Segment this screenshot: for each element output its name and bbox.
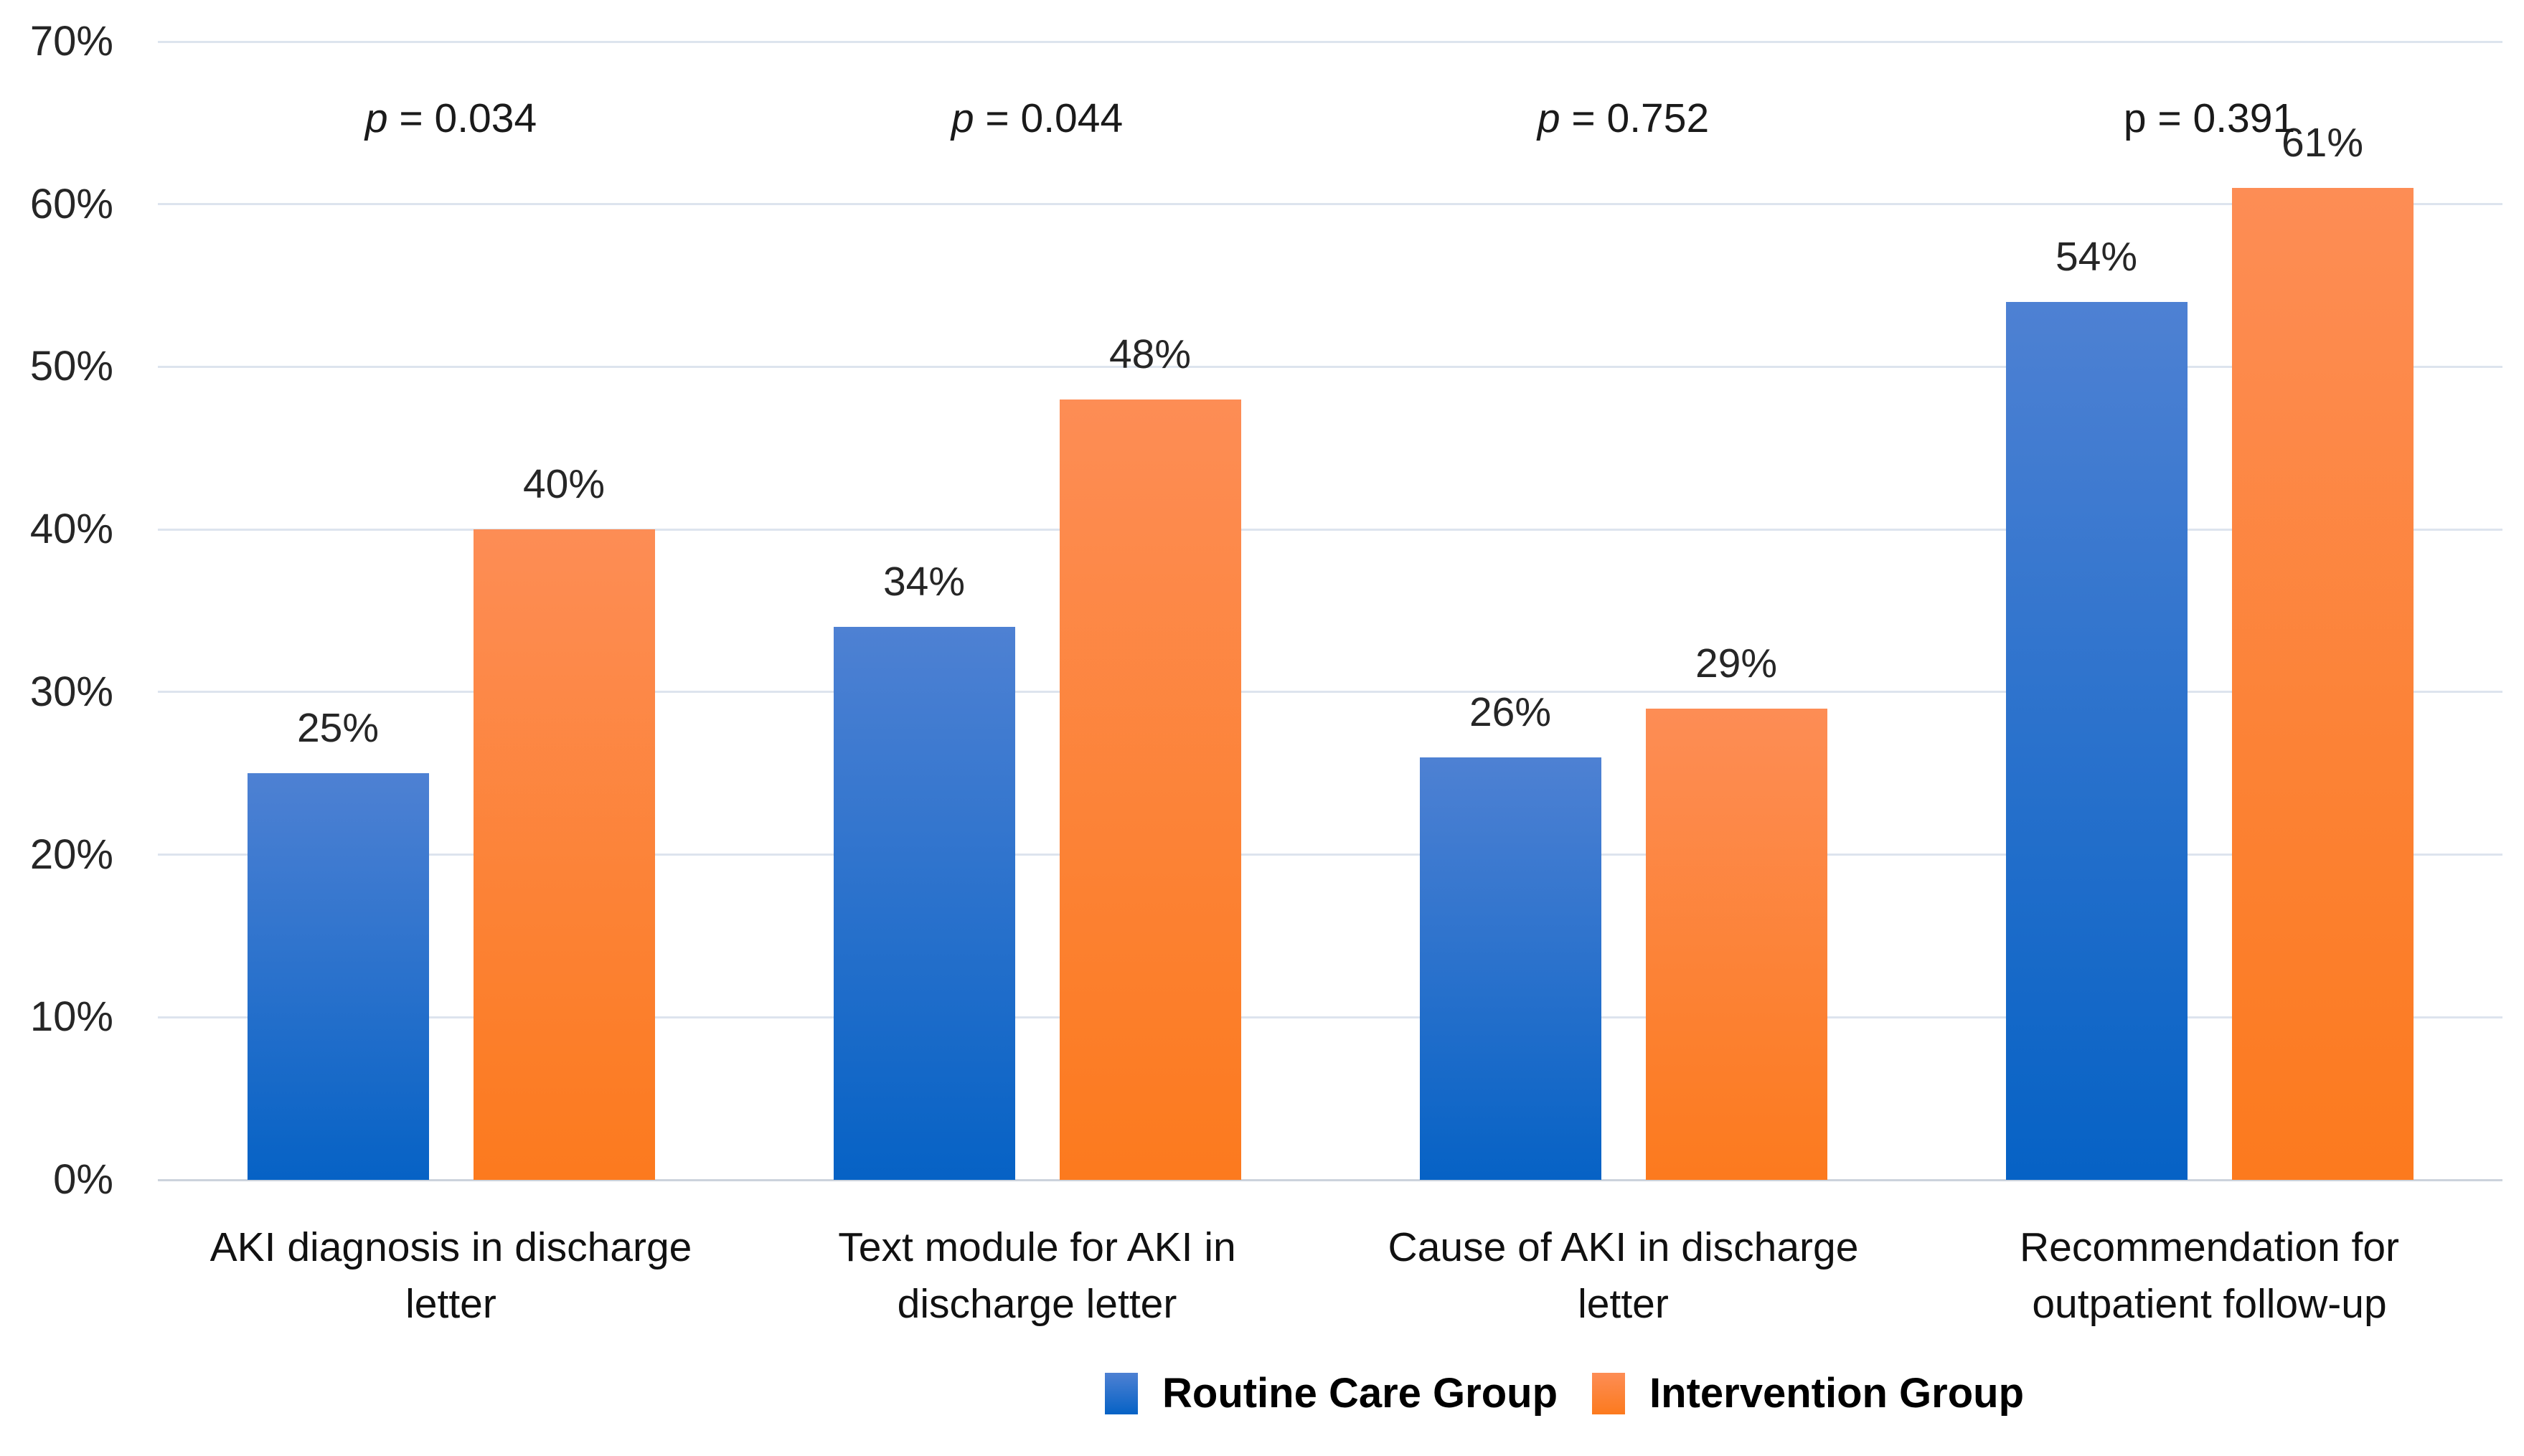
category-label: Text module for AKI in discharge letter <box>744 1219 1330 1333</box>
legend-item: Intervention Group <box>1592 1368 2024 1419</box>
category-label: AKI diagnosis in discharge letter <box>158 1219 744 1333</box>
p-value-label: p = 0.034 <box>364 95 537 141</box>
p-value-label: p = 0.391 <box>2123 95 2296 141</box>
y-axis-tick-label: 20% <box>29 831 113 878</box>
bar-value-label: 26% <box>1469 689 1552 735</box>
legend-item: Routine Care Group <box>1105 1368 1558 1419</box>
y-axis-tick-label: 70% <box>29 18 113 65</box>
bar-group: 54% 61% <box>1916 42 2502 1180</box>
y-axis-tick-label: 10% <box>29 993 113 1041</box>
bar-value-label: 54% <box>2055 233 2138 280</box>
gridline <box>158 528 2502 531</box>
legend-label: Routine Care Group <box>1162 1370 1558 1417</box>
bar-routine-care <box>247 773 429 1180</box>
category-label-text: Recommendation for outpatient follow-up <box>2019 1224 2400 1327</box>
gridline <box>158 40 2502 43</box>
category-label: Cause of AKI in discharge letter <box>1330 1219 1916 1333</box>
bar-routine-care <box>833 627 1015 1180</box>
category-label-text: Cause of AKI in discharge letter <box>1388 1224 1859 1327</box>
p-symbol: p <box>951 95 974 141</box>
category-label-text: Text module for AKI in discharge letter <box>838 1224 1236 1327</box>
legend-label: Intervention Group <box>1649 1370 2025 1417</box>
bar-value-label: 34% <box>882 559 966 605</box>
gridline <box>158 854 2502 856</box>
p-symbol: p <box>364 95 388 141</box>
y-axis-tick-label: 40% <box>29 506 113 553</box>
bar-intervention <box>473 529 655 1180</box>
bar-routine-care <box>1419 757 1601 1180</box>
bar-group: 26% 29% <box>1330 42 1916 1180</box>
y-axis-tick-label: 0% <box>53 1156 113 1203</box>
y-axis-tick-label: 50% <box>29 343 113 390</box>
bar-value-label: 25% <box>296 705 380 752</box>
y-axis-tick-label: 30% <box>29 668 113 715</box>
p-value-label: p = 0.752 <box>1537 95 1710 141</box>
legend-swatch-routine-care <box>1105 1373 1138 1414</box>
legend-swatch-intervention <box>1592 1373 1626 1414</box>
gridline <box>158 691 2502 694</box>
gridline <box>158 1016 2502 1018</box>
plot-area: 25% 40% p = 0.034 34% 48% p = 0.044 26% 29% p = … <box>158 40 2502 1181</box>
gridline <box>158 365 2502 368</box>
bar-intervention <box>1645 708 1827 1180</box>
p-value-label: p = 0.044 <box>951 95 1124 141</box>
p-symbol: p <box>2123 95 2147 141</box>
p-symbol: p <box>1537 95 1560 141</box>
bar-intervention <box>2231 188 2414 1180</box>
bar-routine-care <box>2005 301 2188 1180</box>
gridline <box>158 203 2502 206</box>
bar-value-label: 40% <box>522 461 606 508</box>
x-axis-line <box>158 1178 2502 1181</box>
bar-group: 25% 40% <box>158 42 744 1180</box>
bar-value-label: 61% <box>2281 120 2364 166</box>
y-axis-tick-label: 60% <box>29 180 113 227</box>
category-label: Recommendation for outpatient follow-up <box>1916 1219 2502 1333</box>
bar-value-label: 48% <box>1108 331 1192 377</box>
bar-value-label: 29% <box>1695 640 1778 686</box>
legend: Routine Care Group Intervention Group <box>1105 1368 2024 1419</box>
category-label-text: AKI diagnosis in discharge letter <box>209 1224 692 1327</box>
bar-intervention <box>1059 399 1241 1180</box>
bar-group: 34% 48% <box>744 42 1330 1180</box>
